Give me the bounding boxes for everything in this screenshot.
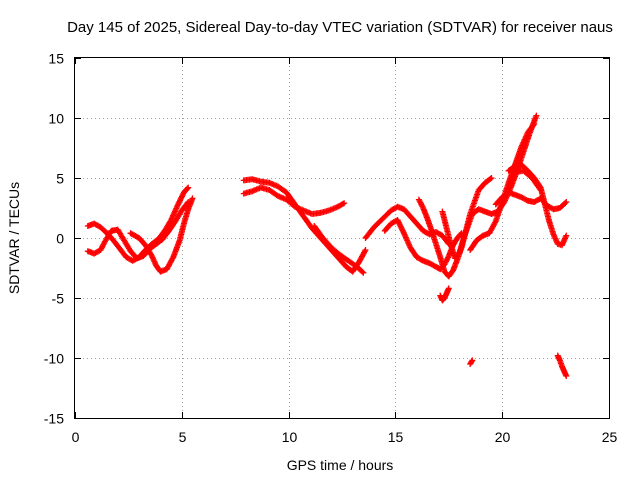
series-track-b bbox=[84, 199, 192, 262]
data-point bbox=[563, 373, 570, 379]
data-point bbox=[360, 269, 367, 276]
data-point bbox=[487, 175, 494, 182]
y-tick-label: 15 bbox=[48, 51, 64, 67]
data-point bbox=[531, 121, 538, 127]
data-point bbox=[488, 175, 495, 181]
x-tick-label: 10 bbox=[282, 429, 298, 445]
grid-lines bbox=[75, 58, 609, 418]
data-point bbox=[536, 185, 543, 192]
series-track-g bbox=[362, 203, 452, 247]
series-track-e bbox=[240, 184, 348, 217]
x-tick-label: 0 bbox=[72, 429, 80, 445]
data-point bbox=[492, 219, 499, 226]
data-point bbox=[563, 199, 570, 205]
data-point bbox=[469, 357, 476, 364]
x-tick-label: 5 bbox=[179, 429, 187, 445]
data-point bbox=[189, 195, 196, 202]
data-point bbox=[468, 358, 475, 365]
y-tick-label: 0 bbox=[56, 231, 64, 247]
data-point bbox=[169, 255, 176, 262]
axis-ticks: 0 5 10 15 20 25 -15 -10 -5 0 5 10 15 bbox=[44, 51, 618, 446]
data-point bbox=[563, 232, 570, 239]
y-tick-label: -15 bbox=[44, 411, 64, 427]
data-point bbox=[562, 200, 569, 206]
y-tick-label: 5 bbox=[56, 171, 64, 187]
data-point bbox=[184, 185, 191, 192]
x-axis-label: GPS time / hours bbox=[287, 457, 394, 473]
y-axis-label: SDTVAR / TECUs bbox=[6, 182, 22, 294]
x-tick-label: 25 bbox=[602, 429, 618, 445]
data-points bbox=[84, 112, 570, 379]
x-tick-label: 15 bbox=[388, 429, 404, 445]
y-tick-label: 10 bbox=[48, 111, 64, 127]
series-track-l bbox=[492, 189, 570, 213]
y-tick-label: -5 bbox=[52, 291, 65, 307]
series-track-p bbox=[467, 357, 476, 367]
series-track-n bbox=[512, 167, 544, 193]
series-track-f bbox=[311, 223, 367, 276]
data-point bbox=[362, 247, 369, 253]
series-track-c bbox=[127, 195, 196, 275]
data-point bbox=[445, 285, 452, 292]
data-point bbox=[533, 112, 540, 119]
chart-title: Day 145 of 2025, Sidereal Day-to-day VTE… bbox=[67, 19, 613, 36]
data-point bbox=[359, 268, 366, 275]
data-point bbox=[185, 184, 192, 191]
y-tick-label: -10 bbox=[44, 351, 64, 367]
data-point bbox=[339, 200, 346, 207]
series-track-q bbox=[554, 352, 570, 379]
series-track-o bbox=[437, 285, 452, 304]
data-point bbox=[361, 248, 368, 255]
plot-frame bbox=[74, 57, 610, 419]
data-point bbox=[537, 187, 544, 193]
x-tick-label: 20 bbox=[495, 429, 511, 445]
data-point bbox=[341, 200, 348, 207]
data-point bbox=[530, 122, 537, 129]
